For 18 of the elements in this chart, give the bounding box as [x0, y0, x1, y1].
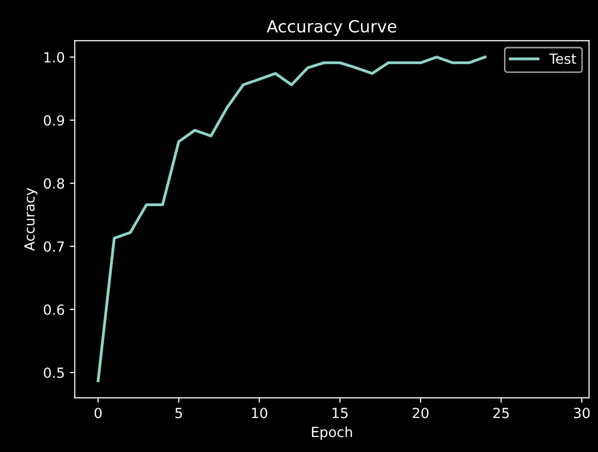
x-tick-label: 15 — [332, 408, 348, 418]
y-tick-label: 0.8 — [44, 178, 64, 189]
x-tick-label: 25 — [493, 408, 509, 418]
x-axis-title: Epoch — [312, 426, 352, 440]
y-tick-label: 0.6 — [44, 304, 64, 315]
x-tick-label: 0 — [94, 408, 102, 418]
x-tick-label: 5 — [175, 408, 182, 418]
x-tick-label: 20 — [412, 408, 428, 418]
chart-title: Accuracy Curve — [266, 20, 396, 36]
x-tick-label: 30 — [574, 408, 590, 418]
x-tick-label: 10 — [252, 408, 268, 418]
y-tick-label: 0.9 — [44, 115, 64, 126]
y-tick-label: 0.5 — [44, 367, 64, 378]
y-tick-label: 0.7 — [44, 241, 64, 252]
y-tick-label: 1.0 — [44, 52, 64, 63]
y-axis-title: Accuracy — [24, 188, 38, 251]
legend-label: Test — [549, 54, 576, 64]
line-series — [96, 56, 486, 382]
